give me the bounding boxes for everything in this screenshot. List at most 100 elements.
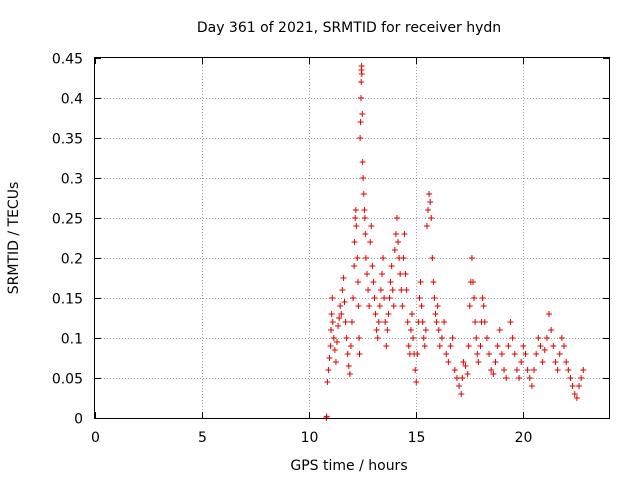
- data-point: [414, 351, 421, 357]
- data-point: [353, 223, 360, 229]
- data-point: [358, 71, 365, 77]
- data-point: [546, 311, 553, 317]
- data-point: [474, 351, 481, 357]
- data-point: [453, 375, 460, 381]
- data-point: [382, 319, 389, 325]
- y-tick-label: 0.4: [61, 92, 83, 108]
- data-point: [494, 343, 501, 349]
- data-point: [460, 359, 467, 365]
- data-point: [351, 239, 358, 245]
- data-point: [548, 327, 555, 333]
- data-point: [418, 303, 425, 309]
- data-point: [343, 335, 350, 341]
- data-point: [445, 359, 452, 365]
- data-point: [324, 379, 331, 385]
- data-point: [524, 367, 531, 373]
- data-point: [498, 351, 505, 357]
- data-point: [434, 303, 441, 309]
- data-point: [344, 351, 351, 357]
- data-point: [429, 255, 436, 261]
- data-point: [388, 263, 395, 269]
- data-point: [371, 295, 378, 301]
- data-point: [352, 207, 359, 213]
- data-point: [436, 343, 443, 349]
- data-point: [408, 311, 415, 317]
- data-point: [451, 367, 458, 373]
- data-point: [573, 395, 580, 401]
- data-point: [412, 367, 419, 373]
- data-point: [345, 363, 352, 369]
- data-point: [435, 327, 442, 333]
- data-point: [347, 343, 354, 349]
- data-point: [459, 375, 466, 381]
- data-point: [550, 343, 557, 349]
- data-point: [481, 319, 488, 325]
- data-point: [351, 263, 358, 269]
- data-point: [331, 347, 338, 353]
- x-axis-label: GPS time / hours: [290, 458, 407, 474]
- data-point: [419, 319, 426, 325]
- data-point: [334, 339, 341, 345]
- data-point: [458, 391, 465, 397]
- data-point: [531, 367, 538, 373]
- data-point: [386, 295, 393, 301]
- data-point: [516, 375, 523, 381]
- data-point: [403, 287, 410, 293]
- data-point: [431, 295, 438, 301]
- data-point: [332, 359, 339, 365]
- data-point: [384, 327, 391, 333]
- data-point: [565, 367, 572, 373]
- data-point: [511, 351, 518, 357]
- data-point: [425, 207, 432, 213]
- data-point: [373, 327, 380, 333]
- data-point: [362, 255, 369, 261]
- data-point: [578, 375, 585, 381]
- data-point: [329, 295, 336, 301]
- data-point: [330, 335, 337, 341]
- data-point: [328, 311, 335, 317]
- x-tick-label: 20: [515, 430, 533, 446]
- grid-lines: [95, 58, 609, 418]
- data-point: [561, 343, 568, 349]
- data-point: [556, 351, 563, 357]
- data-point: [569, 383, 576, 389]
- data-point: [357, 119, 364, 125]
- data-point: [496, 327, 503, 333]
- data-point: [465, 343, 472, 349]
- data-point: [563, 359, 570, 365]
- data-point: [377, 287, 384, 293]
- data-point: [395, 239, 402, 245]
- data-point: [363, 271, 370, 277]
- x-tick-label: 5: [198, 430, 207, 446]
- data-point: [449, 335, 456, 341]
- data-point: [397, 271, 404, 277]
- data-point: [558, 335, 565, 341]
- data-point: [358, 79, 365, 85]
- data-point: [417, 279, 424, 285]
- axes: 0 0.05 0.1 0.15 0.2 0.25 0.3 0.35 0.4 0.45 0 5 10 15 2…: [52, 52, 609, 446]
- data-point: [507, 319, 514, 325]
- data-point: [341, 299, 348, 305]
- data-point: [400, 255, 407, 261]
- data-point: [438, 335, 445, 341]
- data-point: [535, 335, 542, 341]
- data-point: [354, 255, 361, 261]
- data-point: [342, 319, 349, 325]
- data-point: [413, 379, 420, 385]
- data-point: [357, 95, 364, 101]
- data-point: [513, 367, 520, 373]
- data-point: [402, 271, 409, 277]
- data-point: [329, 319, 336, 325]
- y-tick-label: 0.1: [61, 332, 83, 348]
- data-point: [349, 319, 355, 325]
- data-point: [387, 279, 394, 285]
- data-point: [466, 303, 473, 309]
- data-point: [447, 343, 454, 349]
- data-point: [470, 279, 477, 285]
- data-point: [430, 279, 437, 285]
- data-point: [518, 359, 525, 365]
- data-point: [339, 287, 346, 293]
- data-point: [350, 295, 357, 301]
- data-point: [490, 371, 497, 377]
- data-point: [468, 255, 475, 261]
